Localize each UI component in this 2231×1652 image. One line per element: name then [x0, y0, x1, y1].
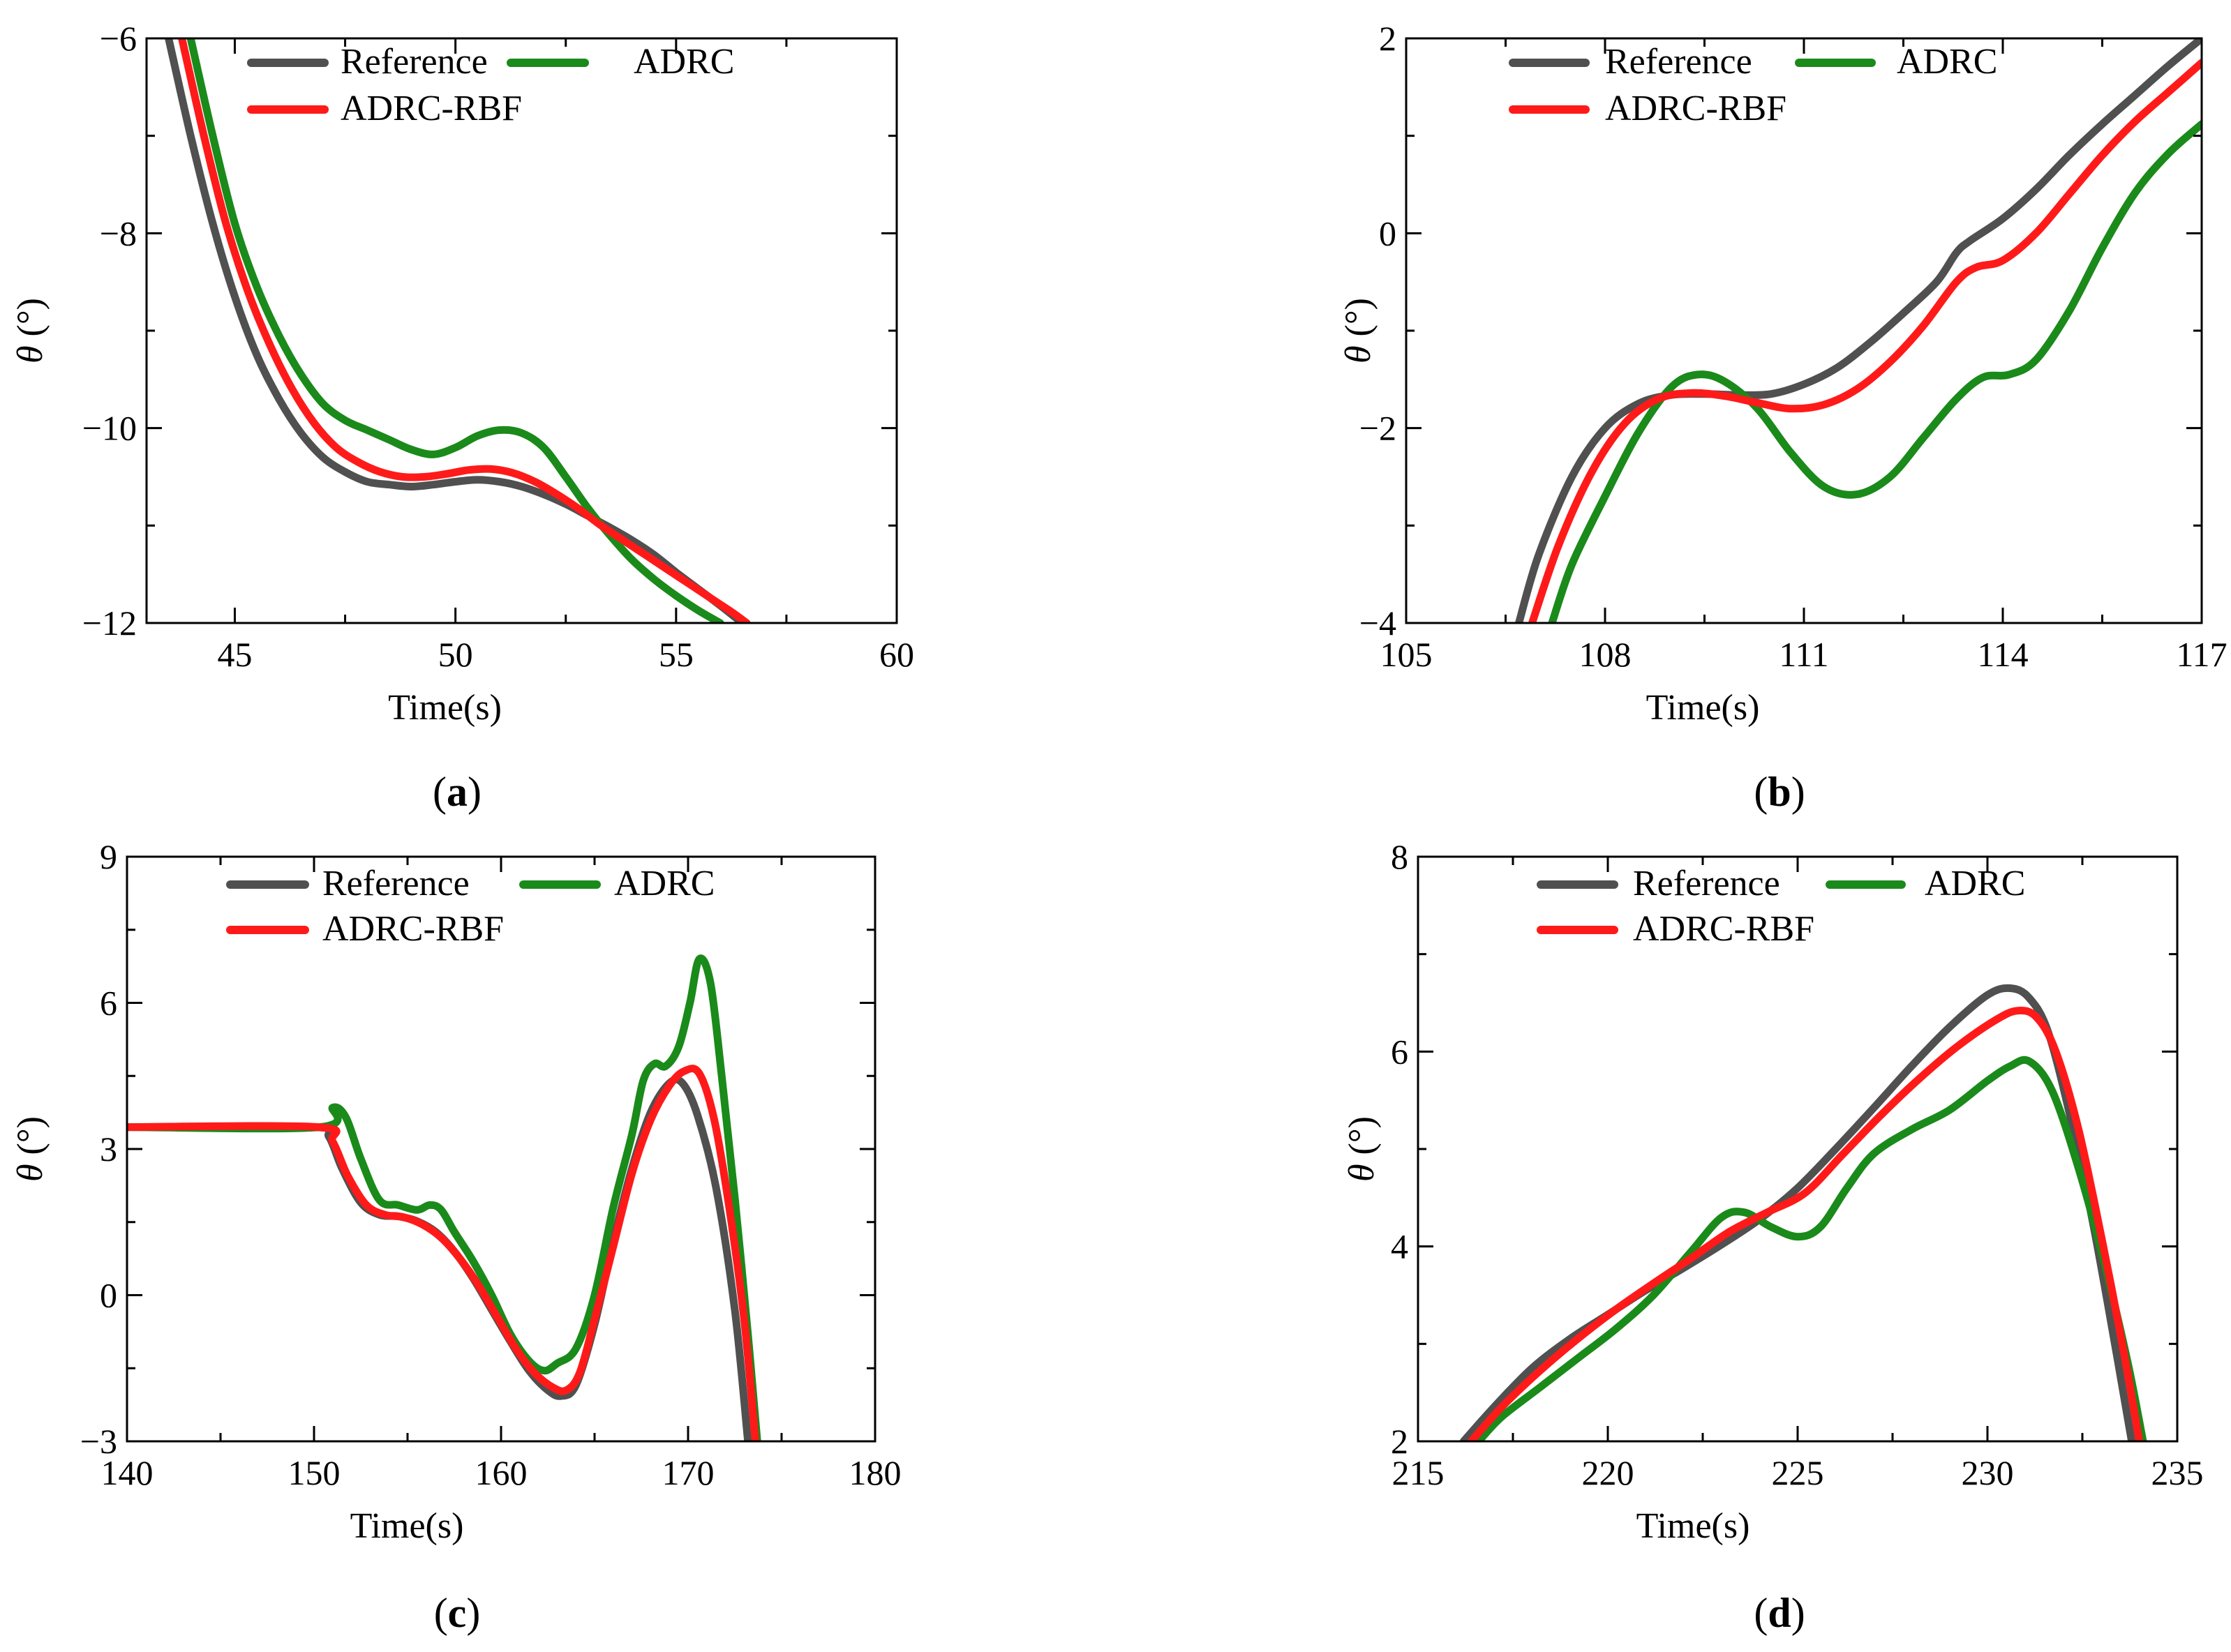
panel-label-close: ): [1791, 769, 1805, 815]
legend-label-adrc: ADRC: [1897, 42, 1997, 82]
chart-panel-a: 45 50 55 60 −12 −10 −8 −6 Time(s) θ (°) Reference A…: [10, 19, 914, 815]
x-axis-title: Time(s): [1636, 1506, 1750, 1546]
x-axis-title: Time(s): [350, 1506, 464, 1546]
y-axis-theta: θ: [10, 345, 50, 363]
y-axis-title: θ (°): [1338, 298, 1378, 363]
y-tick-label: −12: [82, 603, 137, 643]
x-tick-label: 220: [1582, 1453, 1634, 1492]
panel-label-open: (: [1754, 769, 1768, 815]
legend-label-reference: Reference: [341, 42, 488, 82]
panel-label-letter: d: [1768, 1590, 1791, 1636]
y-axis-title: θ (°): [10, 298, 50, 363]
y-axis-unit: (°): [1342, 1116, 1382, 1164]
y-tick-label: 2: [1379, 19, 1396, 58]
series-line-adrc: [186, 38, 724, 623]
y-tick-label: 4: [1391, 1227, 1408, 1266]
panel-label-close: ): [466, 1590, 480, 1636]
x-tick-label: 105: [1380, 635, 1433, 674]
plot-frame: [1405, 37, 2203, 624]
panel-label-close: ): [1791, 1590, 1805, 1636]
series-line-adrc-rbf: [1528, 59, 2202, 623]
x-tick-label: 235: [2151, 1453, 2204, 1492]
legend-label-adrc-rbf: ADRC-RBF: [1605, 89, 1786, 128]
y-tick-label: 0: [1379, 213, 1396, 253]
legend-label-adrc-rbf: ADRC-RBF: [322, 909, 504, 949]
y-tick-label: 6: [100, 984, 117, 1023]
panel-label: (a): [433, 769, 482, 815]
x-tick-label: 170: [662, 1453, 715, 1492]
chart-panel-c: 140 150 160 170 180 −3 0 3 6 9 Time(s) θ (°) Referen…: [10, 837, 902, 1636]
y-axis-title: θ (°): [10, 1116, 50, 1182]
y-tick-label: −2: [1359, 409, 1396, 448]
x-tick-label: 111: [1779, 635, 1828, 674]
x-tick-label: 215: [1392, 1453, 1445, 1492]
x-tick-label: 225: [1772, 1453, 1824, 1492]
y-tick-label: 8: [1391, 837, 1408, 876]
legend-label-adrc-rbf: ADRC-RBF: [341, 89, 522, 128]
panel-label: (b): [1754, 769, 1805, 815]
x-axis-title: Time(s): [1646, 688, 1760, 728]
x-tick-label: 108: [1579, 635, 1632, 674]
legend-label-reference: Reference: [1633, 864, 1780, 903]
panel-label-close: ): [468, 769, 482, 815]
series-line-adrc-rbf: [127, 1065, 759, 1441]
y-axis-theta: θ: [1342, 1164, 1382, 1182]
panel-label-open: (: [1754, 1590, 1768, 1636]
series-line-adrc-rbf: [178, 38, 751, 623]
x-tick-label: 150: [288, 1453, 341, 1492]
panel-label: (d): [1754, 1590, 1805, 1636]
y-axis-theta: θ: [1338, 345, 1378, 363]
panel-label-open: (: [434, 1590, 448, 1636]
series-line-adrc-rbf: [1467, 1007, 2144, 1441]
legend-label-adrc-rbf: ADRC-RBF: [1633, 909, 1814, 949]
x-tick-label: 55: [659, 635, 694, 674]
chart-panel-d: 215 220 225 230 235 2 4 6 8 Time(s) θ (°) Reference…: [1342, 837, 2204, 1636]
y-axis-theta: θ: [10, 1164, 50, 1182]
panel-label-open: (: [433, 769, 447, 815]
series-line-adrc: [1475, 1056, 2147, 1441]
x-tick-label: 50: [438, 635, 473, 674]
x-tick-label: 114: [1977, 635, 2028, 674]
y-axis-unit: (°): [1338, 298, 1378, 345]
y-axis-unit: (°): [10, 1116, 50, 1164]
series-line-reference: [127, 1075, 752, 1441]
y-tick-label: −6: [100, 19, 137, 58]
x-tick-label: 160: [475, 1453, 528, 1492]
y-tick-label: 3: [100, 1129, 117, 1169]
panel-label-letter: c: [448, 1590, 467, 1636]
panel-label-letter: b: [1768, 769, 1791, 815]
y-tick-label: −10: [82, 409, 137, 448]
x-axis-title: Time(s): [388, 688, 502, 728]
x-tick-label: 117: [2176, 635, 2227, 674]
y-axis-unit: (°): [10, 298, 50, 345]
x-tick-label: 230: [1962, 1453, 2014, 1492]
x-tick-label: 180: [849, 1453, 902, 1492]
legend-label-reference: Reference: [1605, 42, 1752, 82]
panel-label: (c): [434, 1590, 481, 1636]
y-tick-label: −8: [100, 213, 137, 253]
x-tick-label: 45: [217, 635, 252, 674]
x-tick-label: 60: [879, 635, 914, 674]
y-tick-label: 6: [1391, 1032, 1408, 1071]
series-line-adrc: [127, 954, 761, 1441]
y-axis-title: θ (°): [1342, 1116, 1382, 1182]
legend-label-adrc: ADRC: [1925, 864, 2025, 903]
y-tick-label: −4: [1359, 603, 1396, 643]
panel-label-letter: a: [447, 769, 468, 815]
series-line-adrc: [1548, 120, 2202, 623]
y-tick-label: 2: [1391, 1422, 1408, 1461]
x-tick-label: 140: [101, 1453, 154, 1492]
y-tick-label: −3: [80, 1422, 117, 1461]
y-tick-label: 9: [100, 837, 117, 876]
legend-label-adrc: ADRC: [634, 42, 734, 82]
series-line-reference: [1515, 38, 2202, 623]
series-line-reference: [165, 38, 747, 623]
chart-panel-b: 105 108 111 114 117 −4 −2 0 2 Time(s) θ (°) Referen…: [1338, 19, 2228, 815]
legend-label-reference: Reference: [322, 864, 470, 903]
legend-label-adrc: ADRC: [614, 864, 715, 903]
y-tick-label: 0: [100, 1276, 117, 1315]
